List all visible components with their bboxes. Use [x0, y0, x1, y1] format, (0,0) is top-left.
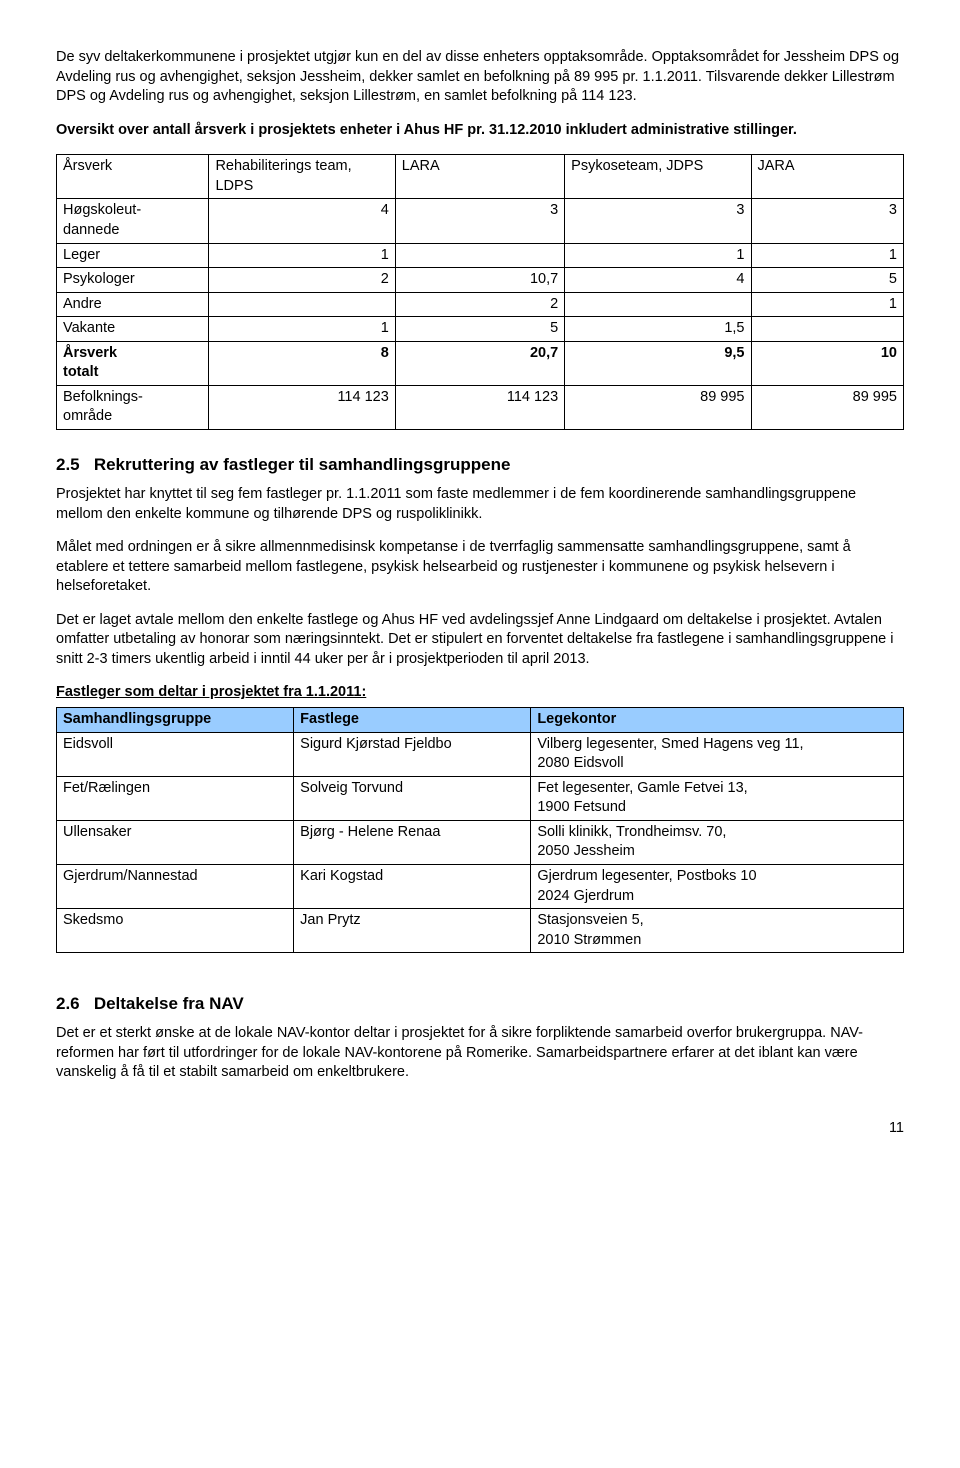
cell: 8 — [209, 341, 395, 385]
cell: Eidsvoll — [57, 732, 294, 776]
cell: 1 — [565, 243, 751, 268]
table-header-row: Samhandlingsgruppe Fastlege Legekontor — [57, 708, 904, 733]
cell: 4 — [565, 268, 751, 293]
row-label: Psykologer — [57, 268, 209, 293]
cell: Sigurd Kjørstad Fjeldbo — [294, 732, 531, 776]
table-header-row: Årsverk Rehabiliterings team, LDPS LARA … — [57, 155, 904, 199]
cell: 89 995 — [565, 385, 751, 429]
row-label: Høgskoleut-dannede — [57, 199, 209, 243]
cell: Kari Kogstad — [294, 864, 531, 908]
col-header: Samhandlingsgruppe — [57, 708, 294, 733]
sec25-p2: Målet med ordningen er å sikre allmennme… — [56, 538, 904, 597]
col-header: Legekontor — [531, 708, 904, 733]
row-label: Leger — [57, 243, 209, 268]
cell: 5 — [751, 268, 904, 293]
cell: Skedsmo — [57, 909, 294, 953]
cell: Fet/Rælingen — [57, 776, 294, 820]
table-row: Befolknings-område114 123114 12389 99589… — [57, 385, 904, 429]
fastleger-title: Fastleger som deltar i prosjektet fra 1.… — [56, 683, 904, 703]
cell: 3 — [395, 199, 564, 243]
col-header: JARA — [751, 155, 904, 199]
cell: 10,7 — [395, 268, 564, 293]
cell: 89 995 — [751, 385, 904, 429]
table-row: EidsvollSigurd Kjørstad FjeldboVilberg l… — [57, 732, 904, 776]
col-header: LARA — [395, 155, 564, 199]
cell — [751, 317, 904, 342]
col-header: Rehabiliterings team, LDPS — [209, 155, 395, 199]
aarsverk-table: Årsverk Rehabiliterings team, LDPS LARA … — [56, 154, 904, 430]
row-label: Befolknings-område — [57, 385, 209, 429]
cell: 9,5 — [565, 341, 751, 385]
cell: 3 — [565, 199, 751, 243]
cell: 114 123 — [395, 385, 564, 429]
section-heading-2-5: 2.5 Rekruttering av fastleger til samhan… — [56, 454, 904, 477]
table-row: Høgskoleut-dannede4333 — [57, 199, 904, 243]
intro-paragraph-1: De syv deltakerkommunene i prosjektet ut… — [56, 48, 904, 107]
cell — [395, 243, 564, 268]
cell: Solli klinikk, Trondheimsv. 70,2050 Jess… — [531, 820, 904, 864]
table-row: Leger111 — [57, 243, 904, 268]
cell: 4 — [209, 199, 395, 243]
cell: Ullensaker — [57, 820, 294, 864]
cell — [209, 292, 395, 317]
row-label: Vakante — [57, 317, 209, 342]
cell: 5 — [395, 317, 564, 342]
table-row: SkedsmoJan PrytzStasjonsveien 5,2010 Str… — [57, 909, 904, 953]
cell: 1 — [209, 243, 395, 268]
section-heading-2-6: 2.6 Deltakelse fra NAV — [56, 993, 904, 1016]
col-header: Fastlege — [294, 708, 531, 733]
cell: 114 123 — [209, 385, 395, 429]
cell: Stasjonsveien 5,2010 Strømmen — [531, 909, 904, 953]
table-row: Vakante151,5 — [57, 317, 904, 342]
table-row: Fet/RælingenSolveig TorvundFet legesente… — [57, 776, 904, 820]
table-row: Årsverktotalt820,79,510 — [57, 341, 904, 385]
cell: Jan Prytz — [294, 909, 531, 953]
cell: 1,5 — [565, 317, 751, 342]
cell: Gjerdrum/Nannestad — [57, 864, 294, 908]
col-header: Psykoseteam, JDPS — [565, 155, 751, 199]
cell: 2 — [209, 268, 395, 293]
cell: 1 — [751, 292, 904, 317]
cell: 2 — [395, 292, 564, 317]
cell: Gjerdrum legesenter, Postboks 102024 Gje… — [531, 864, 904, 908]
table-row: UllensakerBjørg - Helene RenaaSolli klin… — [57, 820, 904, 864]
cell: 20,7 — [395, 341, 564, 385]
cell: 1 — [751, 243, 904, 268]
fastleger-table: Samhandlingsgruppe Fastlege Legekontor E… — [56, 707, 904, 953]
row-label: Andre — [57, 292, 209, 317]
cell — [565, 292, 751, 317]
cell: 1 — [209, 317, 395, 342]
row-label: Årsverktotalt — [57, 341, 209, 385]
cell: 3 — [751, 199, 904, 243]
cell: 10 — [751, 341, 904, 385]
page-number: 11 — [56, 1119, 904, 1139]
table-row: Psykologer210,745 — [57, 268, 904, 293]
cell: Solveig Torvund — [294, 776, 531, 820]
cell: Vilberg legesenter, Smed Hagens veg 11,2… — [531, 732, 904, 776]
cell: Fet legesenter, Gamle Fetvei 13,1900 Fet… — [531, 776, 904, 820]
cell: Bjørg - Helene Renaa — [294, 820, 531, 864]
table-row: Gjerdrum/NannestadKari KogstadGjerdrum l… — [57, 864, 904, 908]
sec25-p1: Prosjektet har knyttet til seg fem fastl… — [56, 485, 904, 524]
table-row: Andre 2 1 — [57, 292, 904, 317]
sec25-p3: Det er laget avtale mellom den enkelte f… — [56, 611, 904, 670]
sec26-p1: Det er et sterkt ønske at de lokale NAV-… — [56, 1024, 904, 1083]
intro-paragraph-2: Oversikt over antall årsverk i prosjekte… — [56, 121, 904, 141]
col-header: Årsverk — [57, 155, 209, 199]
